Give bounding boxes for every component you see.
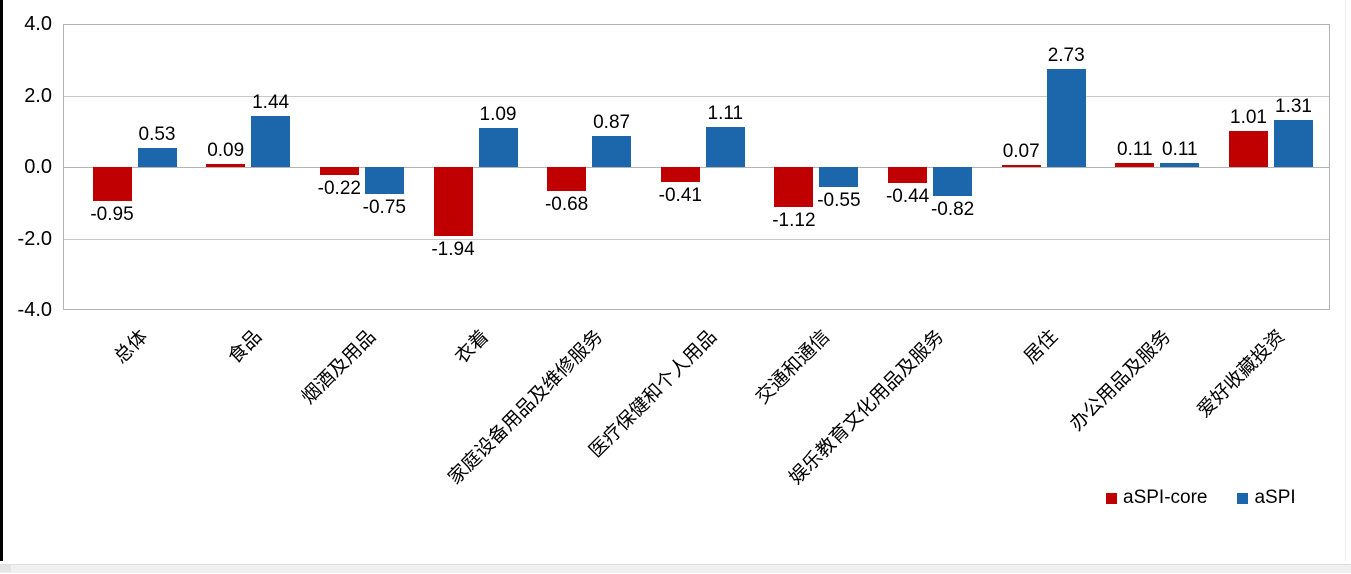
bottom-left-corner-fragment <box>0 565 11 572</box>
y-tick-label: 4.0 <box>24 13 52 35</box>
value-label: 0.11 <box>1117 139 1153 161</box>
value-label: -0.75 <box>362 196 406 218</box>
bar-aspi-core-9 <box>1115 163 1155 167</box>
bar-aspi-3 <box>478 128 518 167</box>
y-tick-label: 2.0 <box>24 85 52 107</box>
y-tick-label: 0.0 <box>24 156 52 178</box>
legend-item-aspi-core: aSPI-core <box>1106 487 1207 509</box>
bar-aspi-8 <box>1046 69 1086 167</box>
bar-aspi-core-1 <box>206 163 246 167</box>
bar-aspi-core-8 <box>1001 164 1041 167</box>
bar-aspi-7 <box>933 167 973 197</box>
window-left-edge <box>0 0 3 561</box>
value-label: -0.55 <box>817 189 861 211</box>
legend-swatch-aspi-icon <box>1237 492 1249 504</box>
value-label: 1.09 <box>479 104 517 125</box>
bar-aspi-4 <box>592 135 632 167</box>
value-label: -0.68 <box>544 194 589 216</box>
value-label: -1.12 <box>772 210 816 231</box>
x-category-label: 居住 <box>1020 326 1062 369</box>
value-label: 0.09 <box>207 139 245 161</box>
legend-label-aspi-core: aSPI-core <box>1123 487 1208 508</box>
value-label: -1.94 <box>431 239 475 261</box>
value-label: 1.11 <box>707 103 744 125</box>
value-label: 2.73 <box>1047 45 1085 67</box>
value-label: -0.22 <box>317 177 361 199</box>
x-category-label: 总体 <box>110 326 153 369</box>
value-label: 0.11 <box>1162 139 1198 161</box>
value-label: -0.95 <box>90 204 134 225</box>
bar-aspi-core-4 <box>547 167 587 192</box>
value-label: 0.07 <box>1002 140 1040 162</box>
bar-aspi-core-3 <box>433 167 473 237</box>
bar-aspi-core-2 <box>319 167 359 175</box>
bar-aspi-core-6 <box>774 167 814 207</box>
bar-aspi-core-0 <box>92 167 132 201</box>
value-label: -0.44 <box>885 185 930 207</box>
bar-aspi-6 <box>819 167 859 187</box>
legend: aSPI-core aSPI <box>1106 486 1296 510</box>
x-category-label: 烟酒及用品 <box>297 326 380 409</box>
legend-item-aspi: aSPI <box>1237 487 1296 509</box>
gridline <box>64 96 1329 97</box>
value-label: 0.53 <box>138 124 176 146</box>
bar-aspi-core-7 <box>888 167 928 183</box>
x-category-label: 医疗保健和个人用品 <box>585 326 721 463</box>
x-category-label: 办公用品及服务 <box>1066 326 1176 436</box>
x-category-label: 食品 <box>224 326 267 369</box>
bottom-scrollbar-strip <box>0 564 1351 573</box>
gridline <box>64 239 1329 240</box>
y-tick-label: -4.0 <box>17 299 52 321</box>
chart-object-right-edge <box>1345 0 1346 561</box>
legend-swatch-aspi-core-icon <box>1106 492 1117 504</box>
value-label: 1.31 <box>1275 96 1312 118</box>
bar-aspi-10 <box>1274 120 1313 167</box>
bar-aspi-9 <box>1160 163 1200 167</box>
value-label: 0.87 <box>593 111 631 133</box>
x-category-label: 衣着 <box>451 326 494 369</box>
x-category-label: 爱好收藏投资 <box>1193 326 1290 422</box>
bar-aspi-2 <box>364 167 404 194</box>
x-category-label: 交通和通信 <box>752 326 835 409</box>
legend-label-aspi: aSPI <box>1254 487 1296 508</box>
value-label: 1.01 <box>1230 106 1267 128</box>
bar-aspi-0 <box>137 148 177 167</box>
value-label: 1.44 <box>252 91 290 113</box>
bar-aspi-1 <box>251 115 291 167</box>
bar-aspi-5 <box>705 127 745 167</box>
bar-aspi-core-5 <box>660 167 700 182</box>
value-label: -0.82 <box>930 199 975 221</box>
y-tick-label: -2.0 <box>17 228 52 250</box>
bar-aspi-core-10 <box>1229 130 1268 167</box>
value-label: -0.41 <box>658 184 702 206</box>
